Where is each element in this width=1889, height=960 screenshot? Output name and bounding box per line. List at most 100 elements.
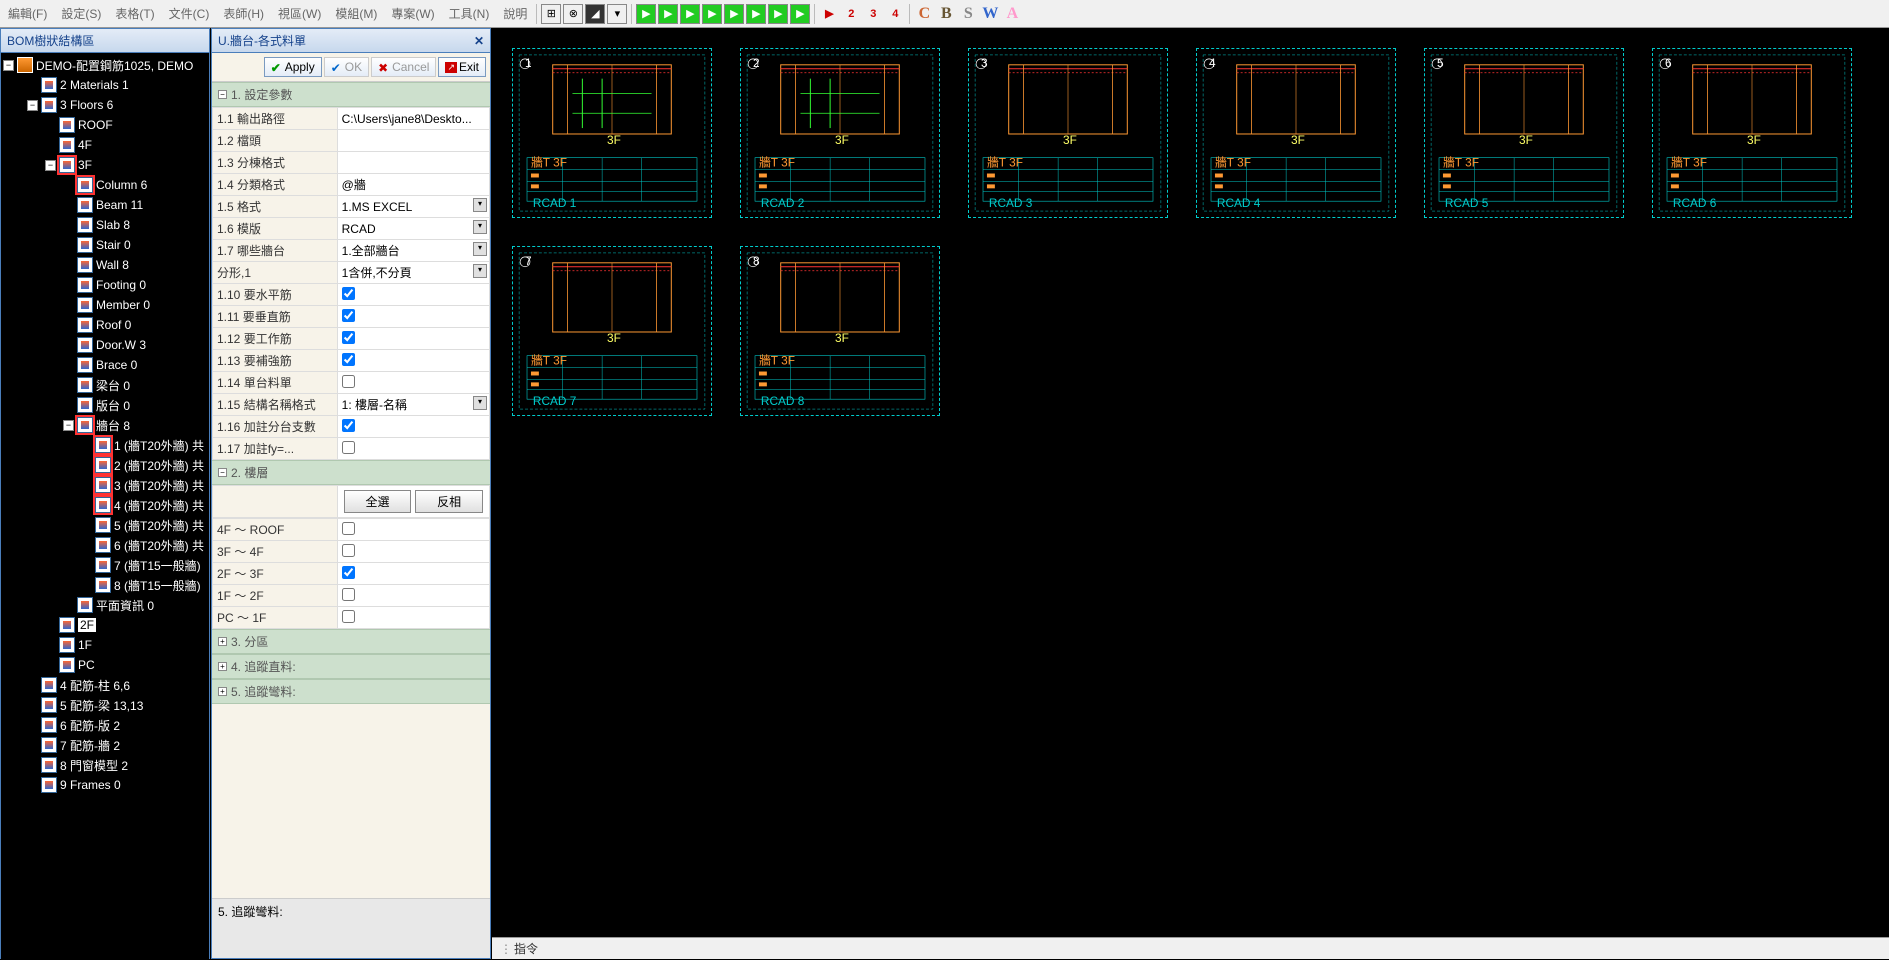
apply-button[interactable]: ✔Apply (264, 57, 322, 77)
tool-icon[interactable]: ▶ (636, 4, 656, 24)
tool-icon[interactable]: ▾ (607, 4, 627, 24)
tool-icon[interactable]: ▶ (724, 4, 744, 24)
menu-item[interactable]: 文件(C) (169, 5, 210, 22)
tree-item[interactable]: 7 配筋-牆 2 (3, 735, 207, 755)
tool-icon[interactable]: ▶ (680, 4, 700, 24)
tree-item[interactable]: 6 配筋-版 2 (3, 715, 207, 735)
tree-item[interactable]: 3 (牆T20外牆) 共 (3, 475, 207, 495)
property-checkbox[interactable] (342, 331, 355, 344)
tree-item[interactable]: 8 (牆T15一般牆) (3, 575, 207, 595)
menu-item[interactable]: 編輯(F) (8, 5, 47, 22)
tree-item[interactable]: 2 (牆T20外牆) 共 (3, 455, 207, 475)
property-value[interactable]: 1含併,不分頁 (342, 266, 412, 280)
floor-checkbox[interactable] (342, 544, 355, 557)
tree-item[interactable]: Beam 11 (3, 195, 207, 215)
property-value[interactable]: RCAD (342, 222, 376, 236)
menu-item[interactable]: 表師(H) (223, 5, 264, 22)
num-button[interactable]: 2 (841, 4, 861, 24)
tree-item[interactable]: 2 Materials 1 (3, 75, 207, 95)
menu-item[interactable]: 說明 (503, 5, 527, 22)
exit-button[interactable]: ↗Exit (438, 57, 486, 77)
tool-icon[interactable]: ▶ (658, 4, 678, 24)
tree-item[interactable]: 1 (牆T20外牆) 共 (3, 435, 207, 455)
tool-icon[interactable]: ▶ (768, 4, 788, 24)
tree-item[interactable]: 平面資訊 0 (3, 595, 207, 615)
tree-item[interactable]: −牆台 8 (3, 415, 207, 435)
tree-item[interactable]: 4 配筋-柱 6,6 (3, 675, 207, 695)
invert-button[interactable]: 反相 (415, 490, 483, 513)
section-header[interactable]: −2. 樓層 (212, 460, 490, 485)
letter-button[interactable]: C (914, 4, 934, 24)
menu-item[interactable]: 模組(M) (335, 5, 377, 22)
tree-item[interactable]: 5 配筋-梁 13,13 (3, 695, 207, 715)
drawing-thumbnail[interactable]: 2 3F 牆T 3F RCAD 2 (740, 48, 940, 218)
close-icon[interactable]: ✕ (474, 34, 484, 48)
property-value[interactable]: 1: 樓層-名稱 (342, 398, 407, 412)
tree-item[interactable]: Member 0 (3, 295, 207, 315)
tool-icon[interactable]: ▶ (790, 4, 810, 24)
play-icon[interactable]: ▶ (819, 4, 839, 24)
section-header[interactable]: +3. 分區 (212, 629, 490, 654)
tree-item[interactable]: 1F (3, 635, 207, 655)
num-button[interactable]: 3 (863, 4, 883, 24)
tree-root[interactable]: −DEMO-配置鋼筋1025, DEMO (3, 55, 207, 75)
property-checkbox[interactable] (342, 375, 355, 388)
menu-item[interactable]: 表格(T) (115, 5, 154, 22)
tree-item[interactable]: 梁台 0 (3, 375, 207, 395)
drawing-thumbnail[interactable]: 3 3F 牆T 3F RCAD 3 (968, 48, 1168, 218)
tree-item[interactable]: 6 (牆T20外牆) 共 (3, 535, 207, 555)
ok-button[interactable]: ✔OK (324, 57, 369, 77)
menu-item[interactable]: 設定(S) (61, 5, 101, 22)
tool-icon[interactable]: ⊗ (563, 4, 583, 24)
tree-item[interactable]: ROOF (3, 115, 207, 135)
letter-button[interactable]: W (980, 4, 1000, 24)
drawing-thumbnail[interactable]: 6 3F 牆T 3F RCAD 6 (1652, 48, 1852, 218)
letter-button[interactable]: S (958, 4, 978, 24)
drawing-canvas[interactable]: 1 3F 牆T 3F RCAD 1 2 (492, 28, 1889, 937)
tree-body[interactable]: −DEMO-配置鋼筋1025, DEMO2 Materials 1−3 Floo… (1, 53, 209, 960)
drawing-thumbnail[interactable]: 5 3F 牆T 3F RCAD 5 (1424, 48, 1624, 218)
menu-item[interactable]: 工具(N) (449, 5, 490, 22)
property-value[interactable]: @牆 (342, 178, 366, 192)
section-header[interactable]: +5. 追蹤彎料: (212, 679, 490, 704)
tree-item[interactable]: 7 (牆T15一般牆) (3, 555, 207, 575)
drawing-thumbnail[interactable]: 4 3F 牆T 3F RCAD 4 (1196, 48, 1396, 218)
floor-checkbox[interactable] (342, 610, 355, 623)
tool-icon[interactable]: ◢ (585, 4, 605, 24)
dropdown-icon[interactable]: ▾ (473, 198, 487, 212)
tree-item[interactable]: 版台 0 (3, 395, 207, 415)
property-checkbox[interactable] (342, 309, 355, 322)
floor-checkbox[interactable] (342, 566, 355, 579)
tree-item[interactable]: Slab 8 (3, 215, 207, 235)
tree-item[interactable]: PC (3, 655, 207, 675)
section-header[interactable]: −1. 設定參數 (212, 82, 490, 107)
tree-item[interactable]: Roof 0 (3, 315, 207, 335)
dropdown-icon[interactable]: ▾ (473, 220, 487, 234)
property-checkbox[interactable] (342, 441, 355, 454)
letter-button[interactable]: B (936, 4, 956, 24)
floor-checkbox[interactable] (342, 522, 355, 535)
tree-item[interactable]: Brace 0 (3, 355, 207, 375)
property-value[interactable]: 1.MS EXCEL (342, 200, 413, 214)
menu-item[interactable]: 專案(W) (391, 5, 434, 22)
tree-item[interactable]: −3F (3, 155, 207, 175)
tool-icon[interactable]: ⊞ (541, 4, 561, 24)
tree-item[interactable]: 4 (牆T20外牆) 共 (3, 495, 207, 515)
drawing-thumbnail[interactable]: 8 3F 牆T 3F RCAD 8 (740, 246, 940, 416)
property-value[interactable]: 1.全部牆台 (342, 244, 400, 258)
drawing-thumbnail[interactable]: 1 3F 牆T 3F RCAD 1 (512, 48, 712, 218)
dropdown-icon[interactable]: ▾ (473, 264, 487, 278)
dropdown-icon[interactable]: ▾ (473, 242, 487, 256)
tree-item[interactable]: Wall 8 (3, 255, 207, 275)
menu-item[interactable]: 視區(W) (278, 5, 321, 22)
property-checkbox[interactable] (342, 419, 355, 432)
tool-icon[interactable]: ▶ (702, 4, 722, 24)
tree-item[interactable]: Footing 0 (3, 275, 207, 295)
property-checkbox[interactable] (342, 353, 355, 366)
tree-item[interactable]: Column 6 (3, 175, 207, 195)
tree-item[interactable]: Door.W 3 (3, 335, 207, 355)
tree-item[interactable]: Stair 0 (3, 235, 207, 255)
floor-checkbox[interactable] (342, 588, 355, 601)
property-checkbox[interactable] (342, 287, 355, 300)
select-all-button[interactable]: 全選 (344, 490, 412, 513)
